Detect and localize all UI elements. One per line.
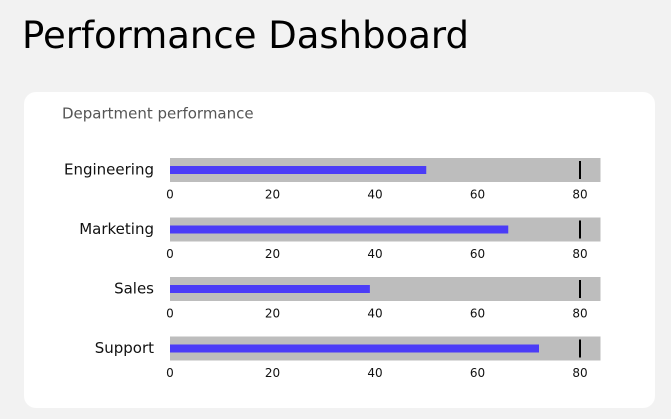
category-label: Support: [95, 339, 154, 357]
x-tick-label: 20: [265, 247, 280, 261]
category-label: Sales: [114, 280, 154, 298]
x-tick-label: 80: [572, 247, 587, 261]
card: Department performance Engineering 0 20 40 6…: [24, 92, 655, 408]
x-tick-label: 80: [572, 366, 587, 380]
bar: [170, 344, 539, 353]
x-tick-label: 80: [572, 307, 587, 321]
chart: Department performance Engineering 0 20 40 6…: [62, 105, 601, 380]
x-tick-label: 20: [265, 188, 280, 202]
x-tick-label: 60: [470, 366, 485, 380]
x-tick-label: 0: [166, 366, 174, 380]
x-tick-label: 20: [265, 307, 280, 321]
x-tick-label: 0: [166, 188, 174, 202]
chart-title: Department performance: [62, 105, 254, 123]
x-tick-label: 60: [470, 307, 485, 321]
x-tick-label: 60: [470, 247, 485, 261]
bar: [170, 285, 370, 293]
x-tick-label: 40: [367, 247, 382, 261]
category-label: Marketing: [79, 220, 154, 238]
x-tick-label: 40: [367, 188, 382, 202]
x-tick-label: 40: [367, 307, 382, 321]
x-tick-label: 0: [166, 307, 174, 321]
x-tick-label: 80: [572, 188, 587, 202]
x-tick-label: 60: [470, 188, 485, 202]
bar: [170, 225, 509, 234]
bar: [170, 166, 427, 174]
category-label: Engineering: [64, 161, 154, 179]
x-tick-label: 0: [166, 247, 174, 261]
x-tick-label: 20: [265, 366, 280, 380]
page-title: Performance Dashboard: [22, 14, 469, 57]
x-tick-label: 40: [367, 366, 382, 380]
